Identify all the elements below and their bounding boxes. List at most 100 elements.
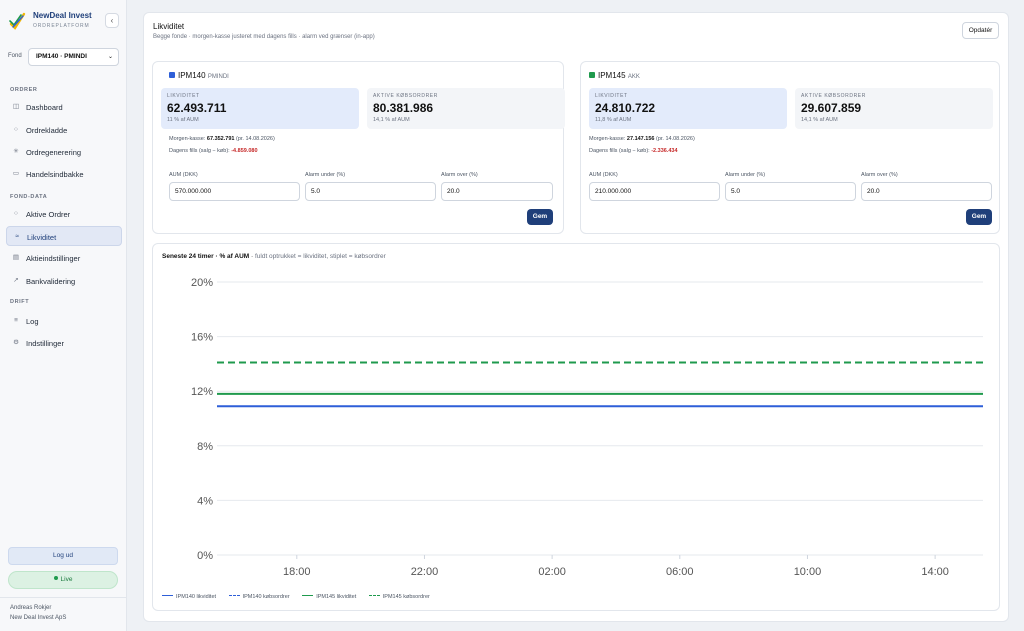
sidebar-item-label: Dashboard [26, 103, 63, 112]
fund-code: IPM145 [598, 71, 626, 80]
y-tick-label: 12% [191, 386, 213, 398]
sidebar-item-dashboard[interactable]: ◫ Dashboard [6, 97, 122, 117]
liquidity-chart: 0% 4% 8% 12% 16% 20% 18:00 22:00 02:00 06:00 10:00… [191, 277, 983, 578]
sidebar-divider [0, 597, 126, 598]
main-panel: Likviditet Begge fonde · morgen-kasse ju… [143, 12, 1009, 622]
morning-value: 27.147.156 [626, 136, 655, 142]
x-tick-label: 18:00 [283, 566, 311, 578]
sidebar-item-ordregenerering[interactable]: ✳ Ordregenerering [6, 142, 122, 162]
alarm-under-input[interactable]: 5.0 [305, 182, 436, 201]
x-tick-label: 14:00 [921, 566, 949, 578]
sidebar-item-aktive-ordrer[interactable]: ○ Aktive Ordrer [6, 204, 122, 224]
sidebar-item-ordrekladde[interactable]: ○ Ordrekladde [6, 120, 122, 140]
liquidity-value: 24.810.722 [595, 101, 656, 115]
fund-header: IPM145 AKK [589, 71, 640, 80]
list-icon: ≡ [14, 317, 18, 324]
collapse-sidebar-button[interactable]: ‹ [105, 13, 119, 28]
sidebar-item-log[interactable]: ≡ Log [6, 311, 122, 331]
sidebar-item-label: Bankvalidering [26, 277, 76, 286]
orders-value: 29.607.859 [801, 101, 862, 115]
sidebar-item-label: Indstillinger [26, 339, 64, 348]
fund-code: IPM140 [178, 71, 206, 80]
x-tick-label: 22:00 [411, 566, 439, 578]
legend-item[interactable]: IPM140 likviditet [162, 594, 216, 600]
legend-item[interactable]: IPM145 købsordrer [368, 594, 430, 600]
live-status-label: Live [60, 576, 73, 583]
fund-color-square-icon [169, 72, 175, 78]
fund-tag: AKK [627, 74, 640, 80]
logout-button[interactable]: Log ud [8, 547, 118, 565]
legend-label: IPM145 købsordrer [382, 594, 430, 600]
morning-date: (pr. 14.08.2026) [655, 136, 695, 142]
brand[interactable]: NewDeal Invest ORDREPLATFORM [9, 10, 121, 34]
fills-value: -4.859.080 [231, 148, 258, 154]
aum-label: AUM (DKK) [589, 172, 618, 178]
chart-legend: IPM140 likviditet IPM140 købsordrer IPM1… [162, 594, 441, 604]
fills-line: Dagens fills (salg − køb): -2.336.434 [589, 148, 678, 154]
sidebar-item-likviditet[interactable]: ≈ Likviditet [6, 226, 122, 246]
fills-value: -2.336.434 [651, 148, 678, 154]
alarm-over-label: Alarm over (%) [441, 172, 478, 178]
chevron-down-icon: ⌄ [107, 54, 113, 60]
orders-label: AKTIVE KØBSORDRER [801, 93, 866, 99]
legend-swatch [302, 595, 314, 596]
sidebar-item-label: Handelsindbakke [26, 170, 84, 179]
aum-input[interactable]: 570.000.000 [169, 182, 300, 201]
sidebar-item-handelsindbakke[interactable]: ▭ Handelsindbakke [6, 164, 122, 184]
sidebar-item-label: Log [26, 317, 39, 326]
legend-swatch [368, 595, 380, 596]
update-button[interactable]: Opdatér [962, 22, 999, 39]
aum-input[interactable]: 210.000.000 [589, 182, 720, 201]
inbox-icon: ▭ [12, 170, 20, 177]
y-tick-label: 8% [197, 441, 213, 453]
morning-value: 67.352.791 [206, 136, 235, 142]
sidebar-item-aktieindstillinger[interactable]: ▤ Aktieindstillinger [6, 248, 122, 268]
legend-item[interactable]: IPM140 købsordrer [228, 594, 290, 600]
brand-subtitle: ORDREPLATFORM [33, 23, 90, 29]
active-orders-stat: AKTIVE KØBSORDRER 29.607.859 14,1 % af A… [795, 88, 993, 129]
sidebar-item-indstillinger[interactable]: ⚙ Indstillinger [6, 333, 122, 353]
sidebar-item-bankvalidering[interactable]: ↗ Bankvalidering [6, 271, 122, 291]
wave-icon: ≈ [15, 233, 19, 240]
liquidity-value: 62.493.711 [167, 101, 227, 115]
save-button[interactable]: Gem [966, 209, 992, 225]
nav-section-orders: ORDRER [10, 87, 38, 93]
trend-icon: ↗ [13, 277, 19, 284]
nav-section-drift: DRIFT [10, 299, 30, 305]
fills-label: Dagens fills (salg − køb): [589, 148, 650, 154]
orders-sub: 14,1 % af AUM [801, 117, 838, 123]
legend-label: IPM145 likviditet [316, 594, 357, 600]
x-tick-label: 10:00 [794, 566, 822, 578]
fund-select-value: IPM140 · PMINDI [36, 53, 87, 60]
liquidity-stat: LIKVIDITET 24.810.722 11,8 % af AUM [589, 88, 787, 129]
y-tick-label: 16% [191, 332, 213, 344]
circle-icon: ○ [14, 126, 18, 133]
brand-name: NewDeal Invest [33, 11, 92, 20]
liquidity-sub: 11 % af AUM [167, 117, 199, 123]
legend-item[interactable]: IPM145 likviditet [302, 594, 356, 600]
fund-tag: PMINDI [207, 74, 229, 80]
save-button[interactable]: Gem [527, 209, 553, 225]
y-tick-label: 20% [191, 277, 213, 289]
user-org: New Deal Invest ApS [10, 615, 67, 621]
active-orders-stat: AKTIVE KØBSORDRER 80.381.986 14,1 % af A… [367, 88, 565, 129]
x-tick-label: 02:00 [538, 566, 566, 578]
legend-swatch [228, 595, 240, 596]
fund-card-ipm145: IPM145 AKK LIKVIDITET 24.810.722 11,8 % … [580, 61, 1000, 234]
user-name: Andreas Rokjer [10, 605, 52, 611]
chart-title-sub: fuldt optrukket = likviditet, stiplet = … [254, 253, 386, 260]
alarm-over-input[interactable]: 20.0 [441, 182, 553, 201]
fund-card-ipm140: IPM140 PMINDI LIKVIDITET 62.493.711 11 %… [152, 61, 565, 234]
alarm-over-input[interactable]: 20.0 [861, 182, 992, 201]
circle-icon: ○ [14, 210, 18, 217]
sun-icon: ✳ [13, 148, 19, 155]
legend-swatch [162, 595, 173, 596]
nav-section-fund-data: FOND-DATA [10, 194, 48, 200]
alarm-under-input[interactable]: 5.0 [725, 182, 856, 201]
fund-select[interactable]: IPM140 · PMINDI ⌄ [28, 48, 119, 66]
grid-icon: ◫ [12, 103, 20, 110]
liquidity-label: LIKVIDITET [167, 93, 200, 99]
sidebar-item-label: Aktive Ordrer [26, 210, 71, 219]
sidebar-item-label: Ordrekladde [26, 126, 68, 135]
table-icon: ▤ [12, 254, 20, 261]
